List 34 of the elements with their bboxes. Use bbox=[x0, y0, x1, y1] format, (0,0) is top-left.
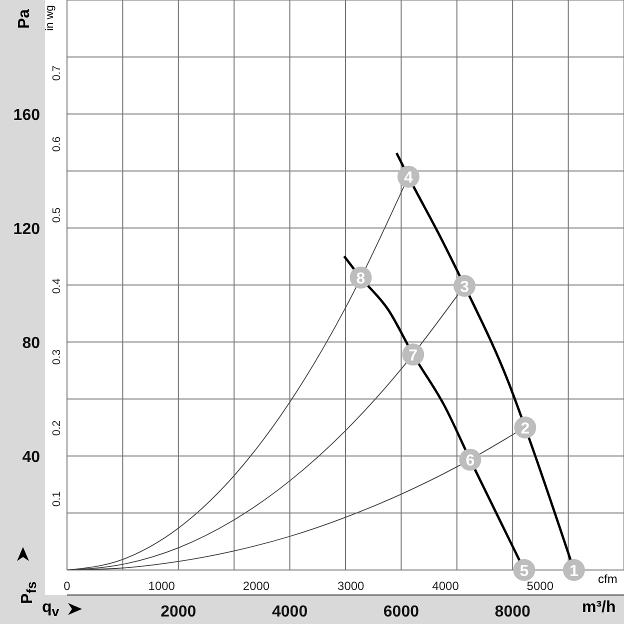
text: m³/h bbox=[582, 599, 616, 617]
x2-tick-label: 3000 bbox=[338, 579, 365, 593]
annotation: 5 bbox=[520, 563, 529, 580]
y-tick-label: 80 bbox=[22, 335, 40, 352]
annotation: 8 bbox=[356, 270, 366, 288]
x2-tick-label: 1000 bbox=[148, 579, 176, 593]
y2-tick-label: 0.2 bbox=[51, 420, 63, 436]
annotation: 3 bbox=[460, 278, 470, 296]
annotation: 2 bbox=[520, 420, 530, 438]
x2-tick-label: 5000 bbox=[526, 579, 554, 593]
annotation: 4 bbox=[404, 170, 413, 187]
annotation: 6 bbox=[466, 452, 475, 470]
x2-tick-label: 4000 bbox=[432, 579, 460, 593]
y2-tick-label: 0.6 bbox=[51, 136, 63, 152]
x2-axis-title: cfm bbox=[598, 572, 618, 586]
y2-tick-label: 0.7 bbox=[51, 65, 63, 81]
x-tick-label: 8000 bbox=[494, 603, 530, 620]
x-axis-title: q$_{v}$ bbox=[42, 599, 60, 620]
y2-tick-label: 0.5 bbox=[51, 207, 63, 223]
x-tick-label: 4000 bbox=[272, 603, 308, 620]
y-tick-label: 120 bbox=[13, 221, 40, 238]
text: Pa bbox=[15, 8, 34, 31]
y-tick-label: 160 bbox=[13, 107, 40, 124]
x2-tick-label: 0 bbox=[64, 579, 71, 593]
annotation: 7 bbox=[408, 348, 418, 365]
y-tick-label: 40 bbox=[22, 449, 40, 466]
y2-axis-title: in wg bbox=[43, 4, 57, 33]
x-tick-label: 2000 bbox=[160, 603, 196, 620]
y2-tick-label: 0.1 bbox=[51, 491, 63, 507]
y2-tick-label: 0.3 bbox=[51, 349, 63, 365]
y2-tick-label: 0.4 bbox=[51, 278, 63, 294]
annotation: 1 bbox=[569, 563, 578, 580]
x2-tick-label: 2000 bbox=[242, 579, 270, 593]
x-tick-label: 6000 bbox=[383, 603, 420, 620]
